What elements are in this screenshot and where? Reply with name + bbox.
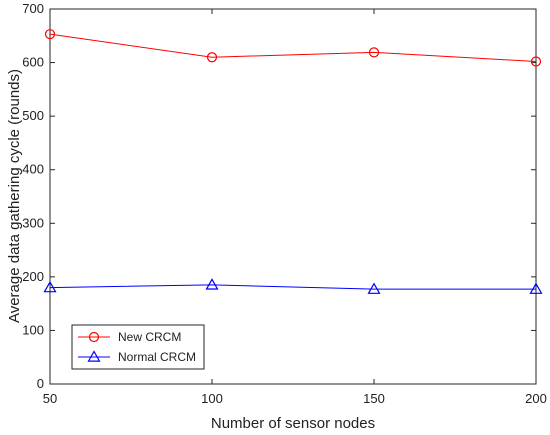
y-tick-label: 600 bbox=[22, 55, 44, 70]
legend-label: New CRCM bbox=[118, 330, 181, 344]
x-tick-label: 50 bbox=[43, 391, 57, 406]
data-point bbox=[44, 29, 56, 40]
x-axis-label: Number of sensor nodes bbox=[211, 415, 375, 432]
series-layer bbox=[43, 29, 543, 294]
x-tick-label: 200 bbox=[525, 391, 547, 406]
y-tick-label: 100 bbox=[22, 322, 44, 337]
data-point bbox=[529, 282, 543, 294]
y-axis: 0 100 200 300 400 500 600 700 bbox=[22, 1, 536, 391]
y-tick-label: 700 bbox=[22, 1, 44, 16]
legend-marker bbox=[88, 331, 100, 343]
y-tick-label: 400 bbox=[22, 162, 44, 177]
y-axis-label: Average data gathering cycle (rounds) bbox=[6, 69, 23, 323]
legend-label: Normal CRCM bbox=[118, 350, 196, 364]
x-axis: 50 100 150 200 bbox=[43, 9, 547, 406]
y-tick-label: 200 bbox=[22, 269, 44, 284]
legend-marker bbox=[87, 350, 101, 362]
series-line bbox=[49, 284, 536, 290]
data-point bbox=[205, 278, 219, 290]
y-tick-label: 500 bbox=[22, 108, 44, 123]
data-point bbox=[368, 47, 380, 58]
legend: New CRCM Normal CRCM bbox=[71, 324, 205, 370]
series-line bbox=[49, 33, 537, 62]
x-tick-label: 150 bbox=[363, 391, 385, 406]
x-tick-label: 100 bbox=[201, 391, 223, 406]
y-tick-label: 300 bbox=[22, 215, 44, 230]
data-point bbox=[367, 282, 381, 294]
data-point bbox=[530, 56, 542, 67]
plot-area bbox=[49, 8, 537, 385]
series-1 bbox=[44, 29, 542, 67]
data-point bbox=[43, 280, 57, 293]
series-2 bbox=[43, 278, 543, 294]
y-tick-label: 0 bbox=[37, 376, 44, 391]
data-point bbox=[206, 52, 218, 63]
